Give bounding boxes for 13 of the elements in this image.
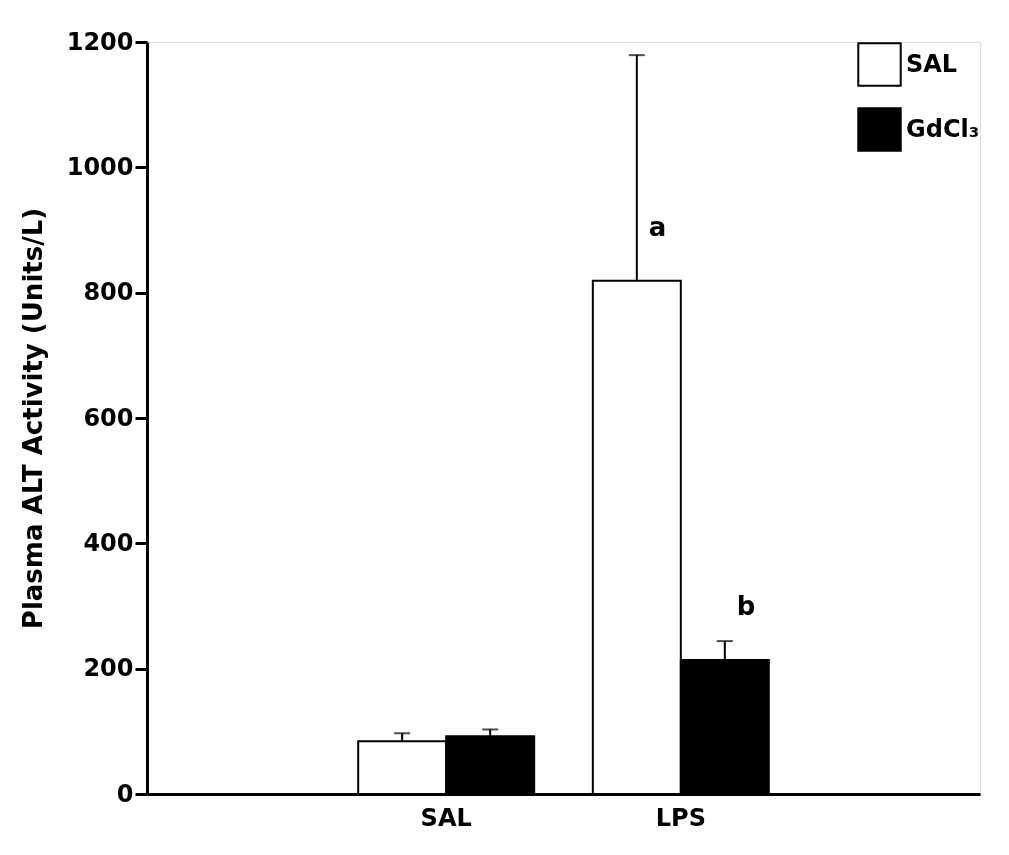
y-tick-label: 1200 [66,27,134,56]
y-tick-label: 0 [116,779,134,808]
x-tick-label: LPS [655,803,706,832]
y-tick-label: 400 [83,528,134,557]
y-tick-label: 600 [83,403,134,432]
annotation: b [736,590,756,621]
legend-label: SAL [906,49,958,78]
y-axis-title: Plasma ALT Activity (Units/L) [17,207,48,630]
y-tick-label: 200 [83,654,134,683]
y-tick-label: 800 [83,278,134,307]
annotation: a [648,211,667,242]
y-tick-label: 1000 [66,152,134,181]
legend-label: GdCl₃ [906,114,980,143]
